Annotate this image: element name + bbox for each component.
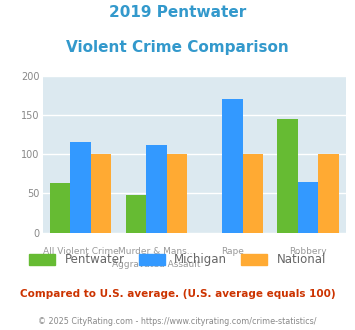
Text: Murder & Mans...: Murder & Mans... [118, 247, 195, 255]
Text: Robbery: Robbery [289, 247, 327, 255]
Bar [50, 183, 70, 233]
Text: Aggravated Assault: Aggravated Assault [112, 260, 201, 269]
Text: © 2025 CityRating.com - https://www.cityrating.com/crime-statistics/: © 2025 CityRating.com - https://www.city… [38, 317, 317, 326]
Bar [146, 145, 166, 233]
Text: 2019 Pentwater: 2019 Pentwater [109, 5, 246, 20]
Text: Rape: Rape [221, 247, 244, 255]
Bar [91, 154, 111, 233]
Text: Violent Crime Comparison: Violent Crime Comparison [66, 40, 289, 54]
Bar [166, 154, 187, 233]
Bar [242, 154, 263, 233]
Bar [126, 195, 146, 233]
Text: Compared to U.S. average. (U.S. average equals 100): Compared to U.S. average. (U.S. average … [20, 289, 335, 299]
Bar [70, 142, 91, 233]
Bar [222, 99, 242, 233]
Bar [278, 119, 298, 233]
Bar [298, 182, 318, 233]
Bar [318, 154, 339, 233]
Legend: Pentwater, Michigan, National: Pentwater, Michigan, National [29, 253, 326, 266]
Text: All Violent Crime: All Violent Crime [43, 247, 119, 255]
